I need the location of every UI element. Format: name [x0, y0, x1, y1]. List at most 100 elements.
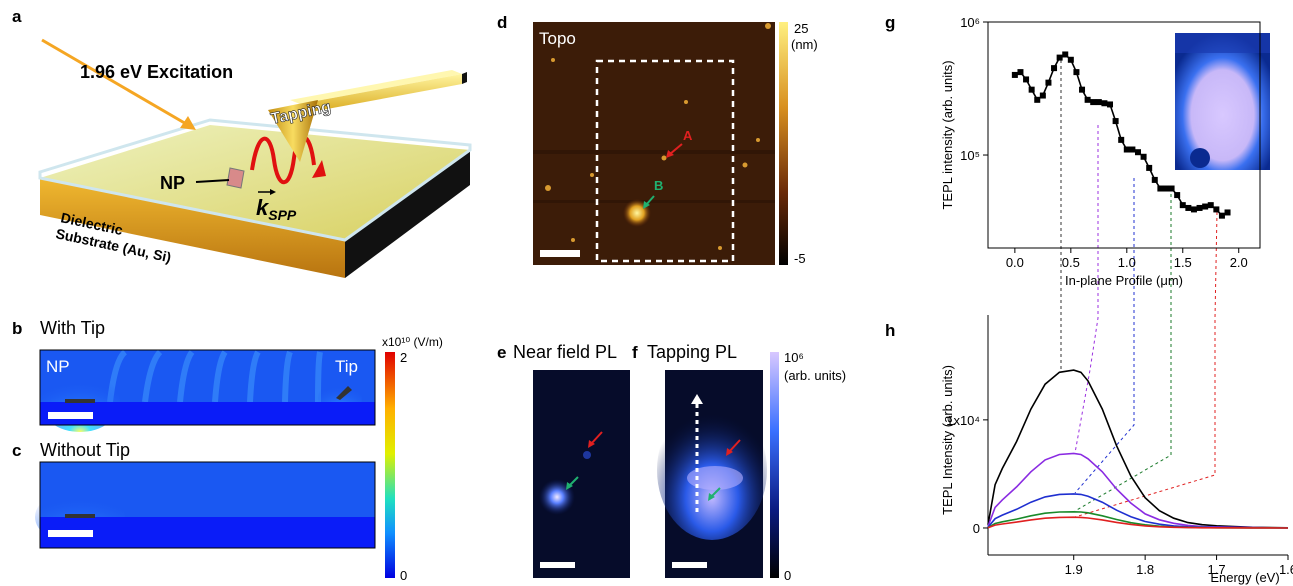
- data-line: [987, 452, 1289, 529]
- data-point: [1062, 51, 1069, 58]
- tapping-pl-image: [657, 370, 767, 578]
- data-point: [1179, 202, 1186, 209]
- connector-lines: [1060, 60, 1218, 518]
- data-point: [1011, 71, 1018, 78]
- colorbar-max: 10⁶: [784, 350, 804, 365]
- arrow-head: [180, 116, 196, 130]
- np-label: NP: [46, 357, 70, 376]
- colorbar-unit: (nm): [791, 37, 818, 52]
- panel-label: f: [632, 343, 638, 362]
- colorbar-unit: (arb. units): [784, 368, 846, 383]
- wave-head: [312, 160, 326, 178]
- data-point: [1056, 54, 1063, 61]
- colorbar: [770, 352, 779, 578]
- panel-label: a: [12, 7, 22, 26]
- dielectric-layer: [38, 118, 472, 242]
- data-point: [1174, 192, 1181, 199]
- substrate-front: [40, 178, 345, 278]
- y-axis-title: TEPL intensity (arb. units): [940, 60, 955, 209]
- k-spp-label: kSPP: [256, 195, 297, 223]
- y-axis-title: TEPL Intensity (arb. units): [940, 365, 955, 515]
- field-map-with-tip: [39, 349, 376, 432]
- data-point: [1084, 96, 1091, 103]
- panel-label: h: [885, 321, 895, 340]
- x-tick-label: 1.7: [1208, 562, 1226, 577]
- marker-label: A: [683, 128, 693, 143]
- data-point: [1045, 79, 1052, 86]
- scale-bar: [540, 250, 580, 257]
- data-point: [1095, 99, 1102, 106]
- data-point: [1146, 164, 1153, 171]
- data-point: [1073, 69, 1080, 76]
- cantilever-top: [290, 70, 462, 104]
- data-point: [1079, 86, 1086, 93]
- x-tick-label: 1.9: [1065, 562, 1083, 577]
- data-point: [1017, 69, 1024, 76]
- data-point: [1118, 136, 1125, 143]
- schematic: [38, 38, 472, 278]
- data-point: [1134, 149, 1141, 156]
- data-point: [1034, 96, 1041, 103]
- scale-bar: [48, 412, 93, 419]
- scale-bar: [540, 562, 575, 568]
- data-point: [1202, 203, 1209, 210]
- x-tick-label: 0.0: [1006, 255, 1024, 270]
- data-point: [1157, 185, 1164, 192]
- colorbar-max: 2: [400, 350, 407, 365]
- data-point: [1039, 92, 1046, 99]
- np-pointer: [195, 179, 230, 183]
- data-point: [1107, 101, 1114, 108]
- tip-label: Tip: [335, 357, 358, 376]
- nanoparticle: [226, 167, 245, 189]
- data-point: [1112, 118, 1119, 125]
- marker-label: B: [654, 178, 663, 193]
- y-tick-label: 10⁵: [960, 148, 980, 163]
- x-axis-title: In-plane Profile (μm): [1065, 273, 1183, 288]
- data-point: [1051, 65, 1058, 72]
- inset-image: [1175, 33, 1270, 170]
- field-map-without-tip: [35, 461, 376, 549]
- y-tick-label: 0: [973, 521, 980, 536]
- data-point: [1162, 185, 1169, 192]
- data-point: [1067, 56, 1074, 63]
- k-symbol: k: [256, 195, 270, 220]
- data-point: [1028, 86, 1035, 93]
- cantilever-front: [300, 74, 462, 114]
- data-point: [1213, 206, 1220, 213]
- data-point: [1140, 153, 1147, 160]
- scale-bar: [672, 562, 707, 568]
- x-tick-label: 2.0: [1230, 255, 1248, 270]
- image-title: Topo: [539, 29, 576, 48]
- data-point: [1185, 204, 1192, 211]
- data-line: [987, 369, 1289, 529]
- panel-label: g: [885, 13, 895, 32]
- data-line: [987, 493, 1289, 529]
- y-tick-label: 1x10⁴: [946, 413, 980, 428]
- colorbar-unit: x10¹⁰ (V/m): [382, 335, 443, 349]
- x-tick-label: 1.6: [1279, 562, 1293, 577]
- x-tick-label: 1.8: [1136, 562, 1154, 577]
- k-subscript: SPP: [268, 207, 297, 223]
- data-point: [1190, 206, 1197, 213]
- data-point: [1101, 100, 1108, 107]
- colorbar: [779, 22, 788, 265]
- colorbar-min: 0: [784, 568, 791, 583]
- colorbar: [385, 352, 395, 578]
- data-point: [1151, 176, 1158, 183]
- k-arrow-head: [270, 189, 276, 195]
- panel-title: With Tip: [40, 318, 105, 338]
- data-point: [1129, 146, 1136, 153]
- data-point: [1090, 99, 1097, 106]
- data-point: [1168, 185, 1175, 192]
- panel-label: e: [497, 343, 506, 362]
- cantilever-end: [462, 72, 467, 84]
- x-axis-title: Energy (eV): [1210, 570, 1279, 585]
- excitation-label: 1.96 eV Excitation: [80, 62, 233, 82]
- data-point: [1023, 76, 1030, 83]
- charts: 0.0 0.5 1.0 1.5 2.0 10⁵ 10⁶ In-plane Profile (μ…: [940, 15, 1293, 585]
- substrate-side: [345, 150, 470, 278]
- data-line: [987, 516, 1289, 529]
- x-tick-label: 0.5: [1062, 255, 1080, 270]
- substrate-top: [40, 125, 470, 240]
